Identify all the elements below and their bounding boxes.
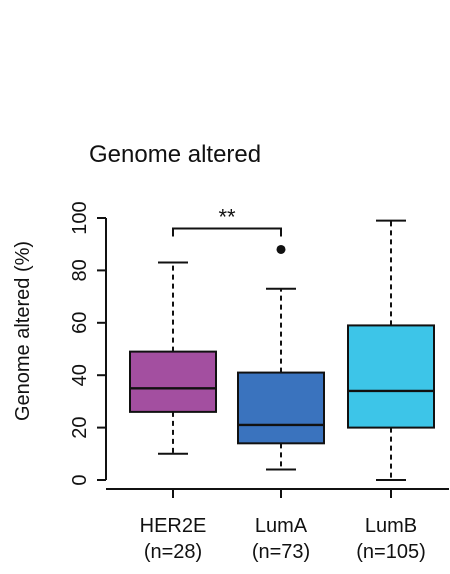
box-luma (237, 371, 325, 445)
category-n-label-luma: (n=73) (252, 541, 310, 563)
category-label-luma: LumA (255, 515, 308, 537)
significance-bracket-0 (172, 227, 282, 237)
y-axis-label: Genome altered (%) (12, 241, 34, 421)
y-tick-label-20: 20 (69, 416, 91, 438)
category-n-label-her2e: (n=28) (144, 541, 202, 563)
y-tick-label-0: 0 (69, 474, 91, 485)
category-label-her2e: HER2E (140, 515, 207, 537)
chart-title: Genome altered (89, 141, 261, 168)
significance-label-0: ** (218, 204, 236, 229)
y-tick-label-80: 80 (69, 259, 91, 281)
plot-area: 0 20 40 60 80 100 HER2E (n=28) LumA (n=73) LumB (n=… (69, 201, 449, 563)
box-her2e (129, 350, 217, 413)
y-tick-label-40: 40 (69, 364, 91, 386)
outlier-luma-0 (276, 244, 286, 254)
y-tick-label-100: 100 (69, 201, 91, 234)
y-tick-label-60: 60 (69, 312, 91, 334)
box-lumb (347, 324, 435, 429)
category-n-label-lumb: (n=105) (356, 541, 426, 563)
category-label-lumb: LumB (365, 515, 417, 537)
